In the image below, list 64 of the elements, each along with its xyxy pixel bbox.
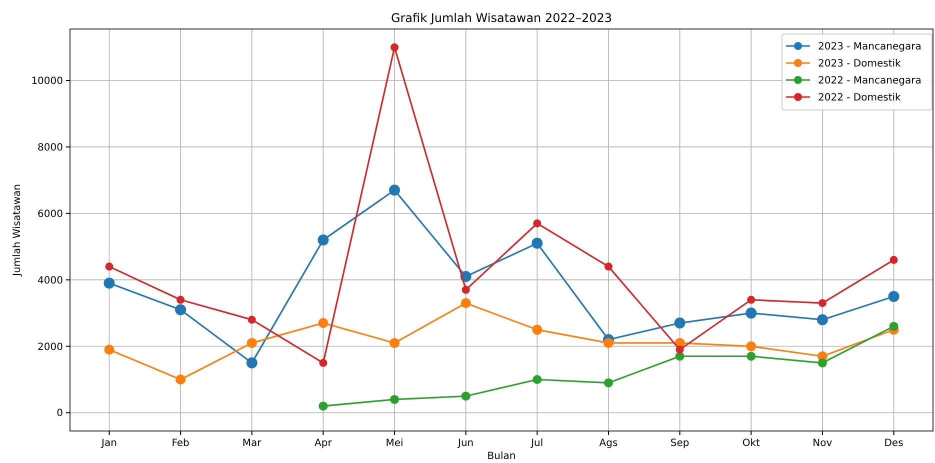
point — [747, 296, 756, 304]
point — [319, 358, 328, 367]
point — [746, 308, 757, 319]
point — [532, 375, 542, 384]
x-tick-label: Jul — [530, 438, 544, 449]
legend-label: 2023 - Domestik — [818, 58, 902, 70]
y-axis-title: Jumlah Wisatawan — [12, 184, 23, 277]
point — [176, 374, 186, 385]
point — [890, 256, 898, 264]
point — [818, 299, 826, 308]
point — [104, 344, 114, 355]
y-tick-label: 4000 — [38, 275, 63, 286]
point — [889, 322, 898, 331]
legend-label: 2023 - Mancanegara — [818, 42, 922, 52]
point — [318, 402, 328, 411]
y-tick-label: 8000 — [38, 142, 63, 154]
point — [318, 318, 328, 328]
x-tick-label: Jun — [457, 438, 474, 449]
x-tick-label: Mar — [242, 438, 262, 449]
x-axis-title: Bulan — [487, 451, 516, 462]
point — [175, 304, 186, 316]
chart-title: Grafik Jumlah Wisatawan 2022–2023 — [390, 11, 612, 25]
legend-label: 2022 - Domestik — [818, 92, 902, 104]
point — [248, 316, 256, 324]
point — [460, 298, 471, 308]
point — [176, 296, 185, 304]
y-tick-label: 10000 — [31, 76, 63, 87]
point — [533, 219, 542, 228]
point — [746, 341, 756, 352]
point — [462, 286, 470, 294]
point — [746, 352, 756, 361]
point — [818, 358, 827, 368]
point — [676, 346, 684, 354]
x-tick-label: Des — [884, 438, 904, 449]
x-tick-label: Jan — [100, 438, 117, 449]
point — [888, 290, 900, 302]
point — [816, 314, 828, 326]
point — [389, 184, 400, 196]
point — [674, 318, 686, 329]
y-tick-label: 0 — [56, 408, 63, 420]
point — [390, 338, 400, 348]
point — [390, 394, 400, 404]
legend-label: 2022 - Mancanegara — [818, 76, 922, 86]
point — [104, 278, 115, 289]
y-tick-label: 6000 — [38, 208, 63, 220]
point — [532, 324, 542, 335]
point — [603, 338, 614, 348]
x-tick-label: Nov — [812, 438, 832, 449]
point — [532, 238, 543, 249]
point — [461, 392, 470, 401]
point — [390, 43, 399, 52]
x-tick-label: Apr — [314, 438, 333, 449]
y-tick-label: 2000 — [38, 342, 63, 353]
x-tick-label: Feb — [172, 438, 190, 449]
x-tick-label: Sep — [670, 438, 690, 449]
point — [246, 338, 257, 348]
x-tick-label: Ags — [599, 438, 618, 449]
x-tick-label: Okt — [742, 438, 760, 449]
point — [318, 234, 329, 246]
point — [105, 262, 114, 271]
point — [246, 357, 258, 368]
point — [604, 378, 613, 388]
point — [604, 262, 612, 271]
x-tick-label: Mei — [386, 438, 404, 449]
